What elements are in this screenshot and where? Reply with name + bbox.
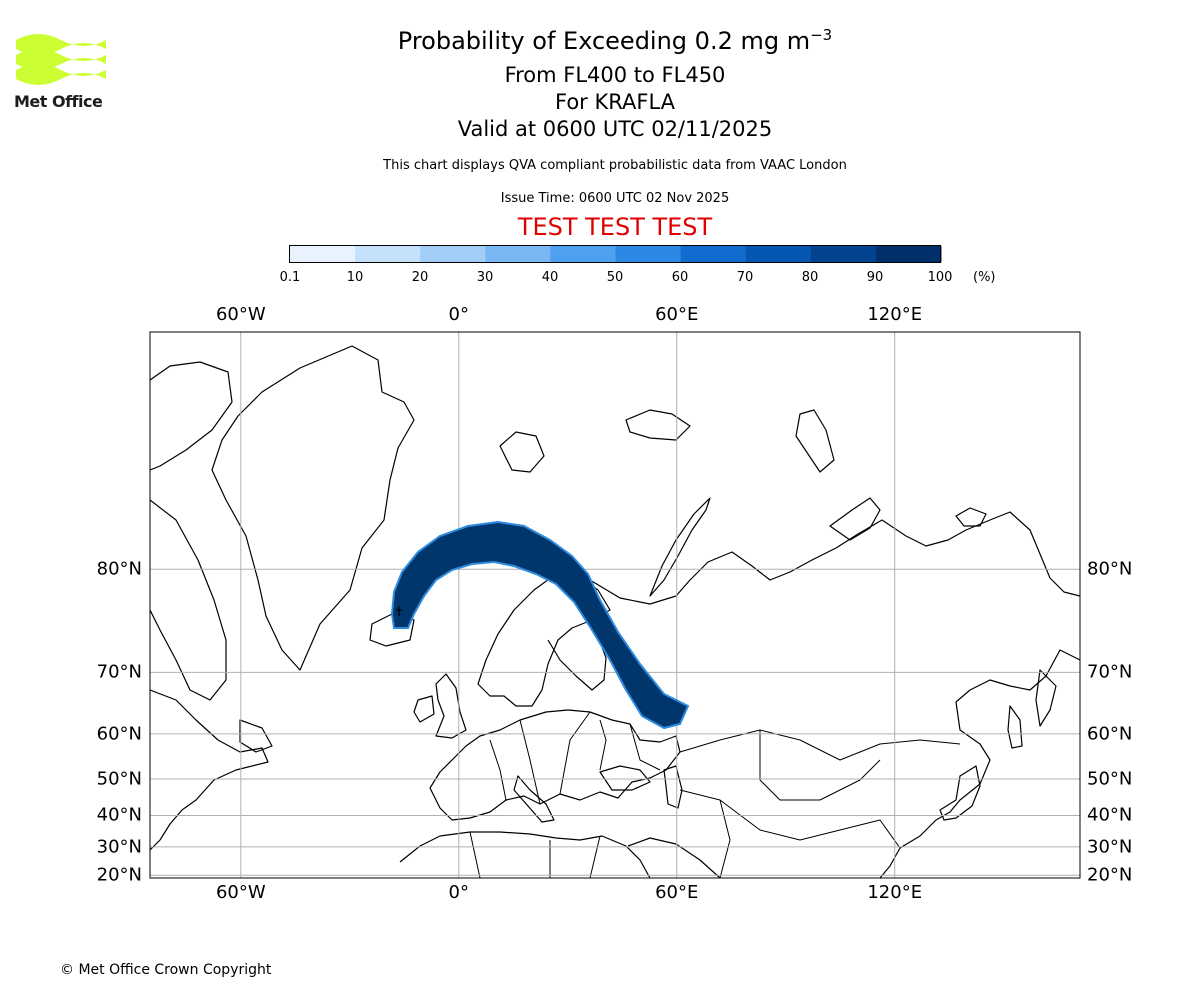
colorbar-swatch — [615, 246, 682, 262]
colorbar-swatch — [745, 246, 812, 262]
colorbar-swatch — [420, 246, 486, 262]
latitude-label: 70°N — [1087, 661, 1133, 683]
newfoundland-coast — [239, 719, 273, 753]
met-office-logo-icon — [16, 34, 106, 85]
latitude-label: 40°N — [1087, 804, 1133, 826]
colorbar-tick-label: 10 — [346, 270, 364, 285]
title-main-text: Probability of Exceeding 0.2 mg m — [397, 27, 811, 55]
labrador-coast — [150, 689, 269, 851]
map-frame — [149, 331, 1081, 879]
coastlines — [150, 345, 1080, 878]
colorbar-tick-label: 30 — [476, 270, 494, 285]
kamchatka-coast — [1035, 669, 1057, 727]
colorbar-tick-label: 100 — [927, 270, 953, 285]
test-banner: TEST TEST TEST — [517, 213, 713, 241]
latitude-label: 20°N — [1087, 864, 1133, 886]
colorbar-units: (%) — [973, 270, 996, 285]
greenland-coast — [211, 345, 415, 671]
longitude-label: 60°W — [215, 882, 266, 903]
italy-coast — [513, 775, 555, 823]
colorbar-tick-label: 90 — [866, 270, 884, 285]
europe-coast — [429, 709, 681, 821]
east-asia-coast — [879, 649, 1080, 878]
latitude-label: 80°N — [1087, 558, 1133, 580]
russia-arctic-coast — [559, 511, 1080, 605]
issue-time: Issue Time: 0600 UTC 02 Nov 2025 — [500, 191, 730, 206]
caspian-coast — [663, 765, 683, 809]
arabia-coast — [627, 837, 721, 878]
country-borders — [469, 711, 961, 878]
colorbar-tick-label: 50 — [606, 270, 624, 285]
longitude-label: 60°E — [655, 882, 699, 903]
ireland-coast — [413, 695, 435, 723]
new-siberian-coast — [955, 507, 987, 527]
latitude-label: 30°N — [96, 836, 142, 858]
colorbar-frame — [289, 245, 941, 263]
colorbar-swatch — [680, 246, 747, 262]
latitude-label: 80°N — [96, 558, 142, 580]
novaya-zemlya-coast — [649, 497, 711, 597]
latitude-label: 60°N — [1087, 723, 1133, 745]
colorbar-tick-label: 0.1 — [279, 270, 301, 285]
franz-josef-coast — [625, 409, 691, 441]
ash-plume-probability-area — [390, 520, 690, 730]
taymyr-coast — [829, 497, 881, 541]
colorbar-tick-label: 40 — [541, 270, 559, 285]
japan-coast — [939, 765, 981, 821]
latitude-label: 50°N — [96, 768, 142, 790]
longitude-label: 120°E — [867, 304, 923, 325]
latitude-label: 60°N — [96, 723, 142, 745]
britain-coast — [435, 673, 467, 739]
longitude-label: 0° — [448, 882, 470, 903]
colorbar-swatch — [355, 246, 421, 262]
canadian-arctic-coast — [150, 361, 233, 471]
latitude-label: 20°N — [96, 864, 142, 886]
longitude-label: 60°W — [215, 304, 266, 325]
severnaya-zemlya-coast — [795, 409, 835, 473]
gridlines — [150, 332, 1080, 878]
chart-title: Probability of Exceeding 0.2 mg m−3 — [0, 26, 1200, 55]
probability-colorbar — [289, 245, 942, 263]
flight-level-range: From FL400 to FL450 — [504, 63, 726, 87]
longitude-label: 0° — [448, 304, 470, 325]
black-sea-coast — [599, 765, 651, 791]
svalbard-coast — [499, 431, 545, 473]
colorbar-tick-label: 70 — [736, 270, 754, 285]
colorbar-tick-label: 80 — [801, 270, 819, 285]
copyright-notice: © Met Office Crown Copyright — [60, 962, 272, 978]
validity-time: Valid at 0600 UTC 02/11/2025 — [457, 117, 773, 141]
colorbar-swatch — [875, 246, 942, 262]
sakhalin-coast — [1007, 705, 1023, 749]
colorbar-swatch — [485, 246, 551, 262]
chart-description: This chart displays QVA compliant probab… — [383, 158, 847, 173]
latitude-label: 50°N — [1087, 768, 1133, 790]
latitude-label: 70°N — [96, 661, 142, 683]
colorbar-swatch — [290, 246, 356, 262]
latitude-label: 40°N — [96, 804, 142, 826]
north-africa-coast — [399, 831, 651, 878]
longitude-label: 60°E — [655, 304, 699, 325]
baffin-coast — [150, 499, 227, 701]
latitude-label: 30°N — [1087, 836, 1133, 858]
volcano-name: For KRAFLA — [555, 90, 675, 114]
longitude-label: 120°E — [867, 882, 923, 903]
colorbar-swatch — [550, 246, 616, 262]
colorbar-tick-label: 60 — [671, 270, 689, 285]
volcano-marker-icon — [396, 606, 402, 616]
colorbar-tick-label: 20 — [411, 270, 429, 285]
met-office-logo-text: Met Office — [14, 92, 103, 111]
title-exponent: −3 — [810, 26, 833, 44]
colorbar-swatch — [810, 246, 877, 262]
